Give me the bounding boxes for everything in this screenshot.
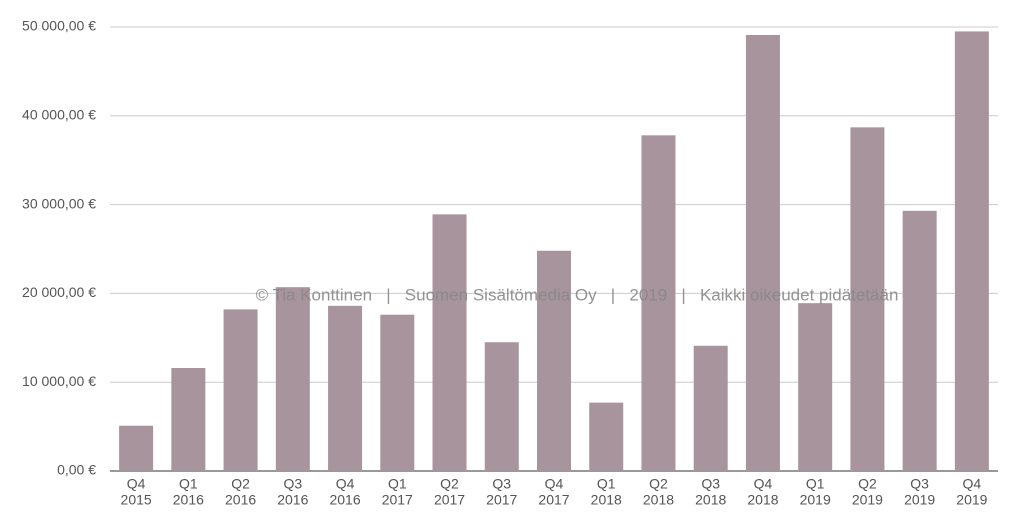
bar [484,342,519,471]
x-tick-label: Q4 [754,476,773,492]
x-tick-label: Q1 [179,476,198,492]
y-tick-label: 10 000,00 € [22,373,96,389]
x-tick-label: 2018 [695,492,726,508]
x-tick-label: Q1 [806,476,825,492]
y-tick-label: 20 000,00 € [22,284,96,300]
y-tick-label: 30 000,00 € [22,195,96,211]
x-tick-label: Q1 [388,476,407,492]
y-tick-label: 0,00 € [57,462,96,478]
x-tick-label: Q1 [597,476,616,492]
x-tick-label: Q4 [545,476,564,492]
x-tick-label: 2019 [800,492,831,508]
x-tick-label: 2015 [121,492,152,508]
x-tick-label: 2016 [173,492,204,508]
bar [432,214,467,472]
x-tick-label: 2017 [382,492,413,508]
bar [798,303,833,471]
x-tick-label: Q3 [701,476,720,492]
bar [328,305,363,471]
x-tick-label: Q4 [963,476,982,492]
x-tick-label: Q3 [910,476,929,492]
bar [537,250,571,471]
bar [171,367,206,471]
bars [119,31,989,472]
bar [850,127,885,472]
x-tick-label: Q4 [127,476,146,492]
x-tick-label: Q2 [440,476,459,492]
x-tick-label: Q2 [231,476,250,492]
x-tick-label: 2018 [591,492,622,508]
x-tick-label: 2018 [643,492,674,508]
x-tick-label: 2017 [486,492,517,508]
x-tick-label: Q2 [858,476,877,492]
bar [223,309,258,471]
bar [119,425,154,471]
x-tick-label: 2016 [277,492,308,508]
x-tick-label: 2016 [329,492,360,508]
y-tick-label: 50 000,00 € [22,18,96,34]
bar [380,314,415,471]
x-tick-label: 2016 [225,492,256,508]
x-tick-label: 2017 [434,492,465,508]
x-tick-label: Q3 [283,476,302,492]
x-tick-label: 2019 [904,492,935,508]
x-tick-label: Q4 [336,476,355,492]
bar [641,135,676,471]
labels: 0,00 € 10 000,00 € 20 000,00 € 30 000,00 € 4… [22,18,988,508]
x-tick-label: 2018 [747,492,778,508]
x-tick-label: Q3 [492,476,511,492]
watermark: © Tia Konttinen | Suomen Sisältömedia Oy… [256,285,899,304]
bar [745,34,780,471]
x-tick-label: 2019 [852,492,883,508]
bar [954,31,989,471]
x-tick-label: Q2 [649,476,668,492]
bar [902,210,937,472]
x-tick-label: 2019 [956,492,987,508]
y-tick-label: 40 000,00 € [22,107,96,123]
x-tick-label: 2017 [538,492,569,508]
bar [693,345,728,471]
bar [589,402,624,471]
bar [275,287,310,471]
